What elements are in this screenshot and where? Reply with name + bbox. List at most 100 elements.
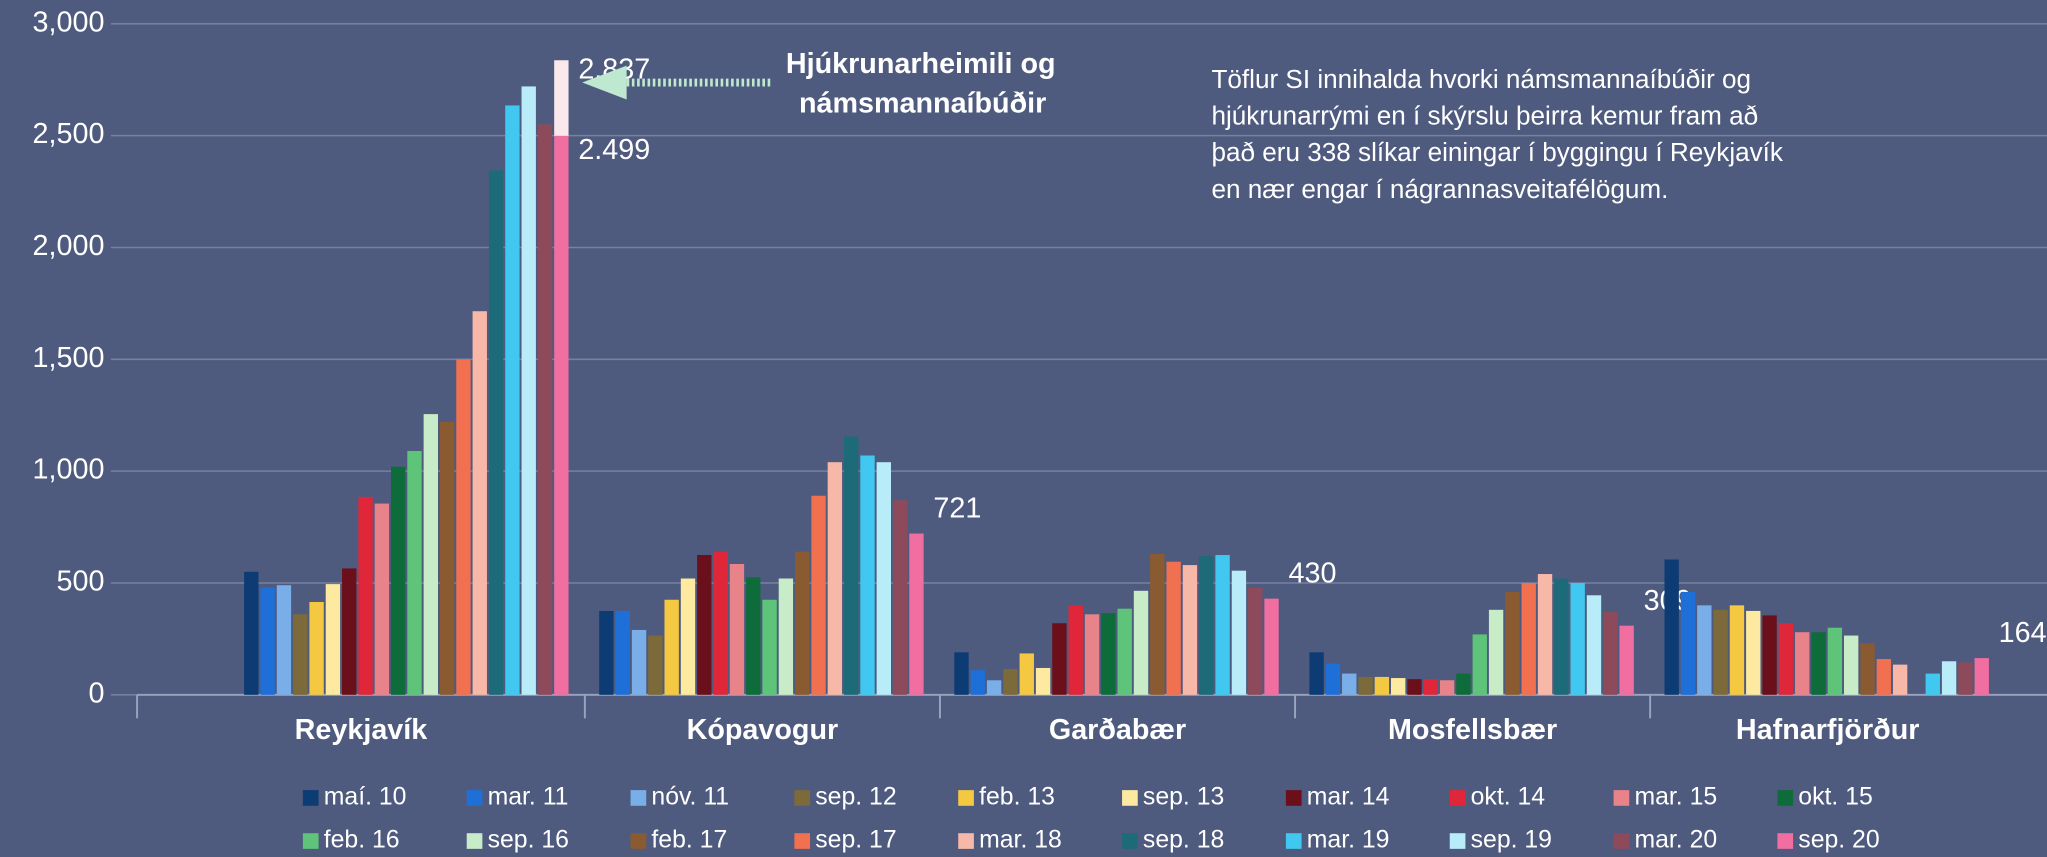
bar: [1231, 570, 1247, 695]
legend-label: mar. 11: [488, 783, 569, 810]
bar: [1133, 590, 1149, 695]
bar: [1697, 605, 1712, 695]
highlight-bar: [554, 60, 569, 136]
x-tick-label: Garðabær: [1049, 714, 1186, 746]
annotation-text: en nær engar í nágrannasveitafélögum.: [1211, 174, 1668, 204]
bar: [342, 568, 357, 695]
bar: [729, 563, 745, 695]
bar: [1827, 627, 1843, 695]
legend-swatch: [1449, 833, 1466, 849]
y-tick-label: 3,000: [33, 6, 105, 38]
bar: [1795, 632, 1810, 695]
legend-label: feb. 16: [324, 827, 400, 854]
legend-swatch: [958, 833, 974, 849]
bar: [811, 495, 826, 695]
bar: [746, 577, 761, 695]
bar: [521, 86, 536, 695]
bar: [1472, 634, 1487, 695]
bar: [1586, 595, 1602, 695]
legend-swatch: [302, 833, 319, 849]
legend-swatch: [794, 790, 811, 806]
bar: [1811, 632, 1826, 695]
legend-swatch: [1285, 833, 1302, 849]
y-tick-label: 2,500: [33, 118, 105, 150]
value-label: 721: [933, 493, 981, 525]
legend-label: okt. 15: [1798, 783, 1872, 810]
annotation-text: það eru 338 slíkar einingar í byggingu í…: [1211, 137, 1783, 167]
bar: [1166, 561, 1181, 695]
y-tick-label: 1,000: [33, 454, 105, 486]
bar: [827, 462, 843, 695]
bar: [1084, 614, 1100, 695]
bar: [986, 680, 1002, 695]
bar: [423, 414, 438, 695]
legend-swatch: [1613, 833, 1630, 849]
bar: [407, 451, 422, 695]
bar: [1746, 610, 1761, 695]
bar: [1664, 559, 1679, 695]
bar: [970, 670, 985, 695]
bar: [1778, 623, 1794, 695]
bar: [648, 635, 663, 695]
bar: [1358, 676, 1373, 695]
bar: [1729, 605, 1745, 695]
bar: [631, 629, 647, 695]
annotation-text: hjúkrunarrými en í skýrslu þeirra kemur …: [1211, 101, 1758, 131]
y-tick-label: 500: [57, 566, 105, 598]
legend-label: mar. 19: [1307, 827, 1390, 854]
bar: [374, 503, 390, 695]
legend-label: sep. 18: [1143, 827, 1224, 854]
y-tick-label: 2,000: [33, 230, 105, 262]
bar: [1941, 661, 1957, 695]
y-tick-label: 1,500: [33, 342, 105, 374]
bar: [1182, 565, 1198, 695]
bar: [1035, 667, 1051, 695]
bar: [892, 500, 908, 695]
legend-swatch: [630, 790, 647, 806]
bar: [1117, 608, 1132, 695]
legend-swatch: [1122, 790, 1138, 806]
bar: [1554, 578, 1569, 695]
bar: [1068, 605, 1083, 695]
bar: [293, 614, 308, 695]
bar: [1974, 658, 1989, 695]
bar: [358, 496, 373, 695]
bar: [1680, 591, 1696, 695]
bar: [276, 585, 292, 695]
bar: [1199, 556, 1214, 695]
legend-label: mar. 14: [1307, 783, 1390, 810]
bar: [1325, 663, 1341, 695]
bar: [488, 170, 504, 695]
legend-swatch: [1449, 790, 1466, 806]
legend-swatch: [1285, 790, 1302, 806]
bar: [762, 599, 777, 695]
bar: [1521, 582, 1536, 695]
legend-label: sep. 13: [1143, 783, 1224, 810]
bar: [615, 610, 630, 695]
value-label: 2.499: [578, 134, 650, 166]
legend-swatch: [794, 833, 811, 849]
callout-text: námsmannaíbúðir: [799, 87, 1046, 119]
bar: [1537, 574, 1553, 695]
bar: [1713, 609, 1728, 695]
bar: [680, 578, 696, 695]
legend-label: mar. 20: [1634, 827, 1717, 854]
bar: [664, 599, 679, 695]
legend-label: maí. 10: [324, 783, 407, 810]
bar: [390, 466, 406, 695]
legend-label: sep. 16: [488, 827, 569, 854]
bar: [1264, 598, 1279, 695]
legend-swatch: [958, 790, 974, 806]
legend-label: sep. 20: [1798, 827, 1879, 854]
bar: [1407, 679, 1422, 695]
bar: [778, 578, 794, 695]
bar: [1309, 652, 1324, 695]
bar: [505, 105, 520, 695]
bar: [1505, 591, 1520, 695]
legend-label: okt. 14: [1471, 783, 1546, 810]
bar: [599, 610, 614, 695]
bar: [1052, 623, 1067, 695]
bar: [1101, 613, 1116, 695]
bar: [697, 555, 712, 695]
